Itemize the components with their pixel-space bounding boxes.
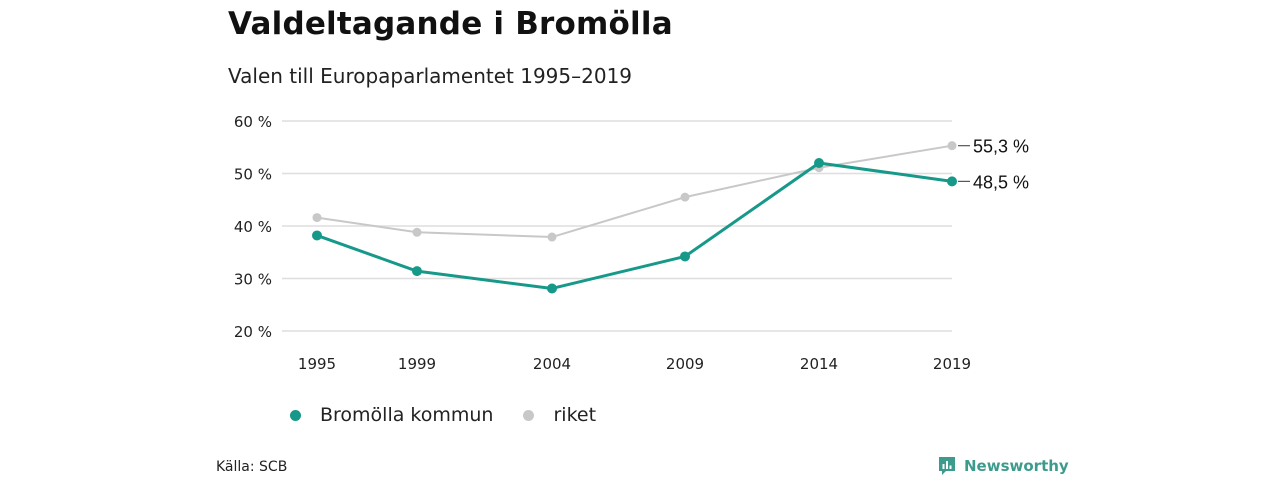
newsworthy-logo-icon [939,457,955,475]
data-point-bromolla [814,158,824,168]
chart-title: Valdeltagande i Bromölla [228,6,673,42]
source-note: Källa: SCB [216,459,288,475]
data-point-riket [947,141,957,151]
data-point-bromolla [680,251,690,262]
data-point-riket [680,192,690,202]
data-point-bromolla [312,230,322,241]
end-label: 48,5 % [973,172,1029,192]
legend-item-riket: riket [523,404,596,426]
legend-marker-riket [523,409,535,421]
brand[interactable]: Newsworthy [938,456,1069,476]
x-tick-label: 2004 [533,355,571,373]
y-tick-label: 30 % [234,271,272,289]
x-tick-label: 2019 [933,355,971,373]
x-tick-label: 1999 [398,355,436,373]
legend-label-riket: riket [553,404,597,426]
legend: Bromölla kommun riket [290,404,626,426]
brand-name: Newsworthy [964,457,1069,475]
data-point-bromolla [547,283,557,294]
data-point-riket [412,227,422,237]
series-line-riket [316,144,953,239]
series-line-bromolla [316,161,953,290]
x-tick-label: 2009 [666,355,704,373]
line-chart: 20 % 30 % 40 % 50 % 60 % 1995 1999 2004 2009 2014… [234,113,1029,373]
data-point-riket [312,213,322,223]
end-label: 55,3 % [973,137,1029,157]
data-point-bromolla [412,266,422,277]
data-point-bromolla [947,176,957,187]
y-tick-label: 40 % [234,218,272,236]
data-point-riket [547,232,557,242]
y-tick-label: 50 % [234,166,272,184]
y-tick-label: 20 % [234,323,272,341]
legend-label-bromolla: Bromölla kommun [320,404,494,426]
y-tick-label: 60 % [234,113,272,131]
x-tick-label: 1995 [298,355,336,373]
chart-subtitle: Valen till Europaparlamentet 1995–2019 [228,64,633,88]
legend-item-bromolla: Bromölla kommun [290,404,493,426]
legend-marker-bromolla [290,409,301,421]
x-tick-label: 2014 [800,355,838,373]
